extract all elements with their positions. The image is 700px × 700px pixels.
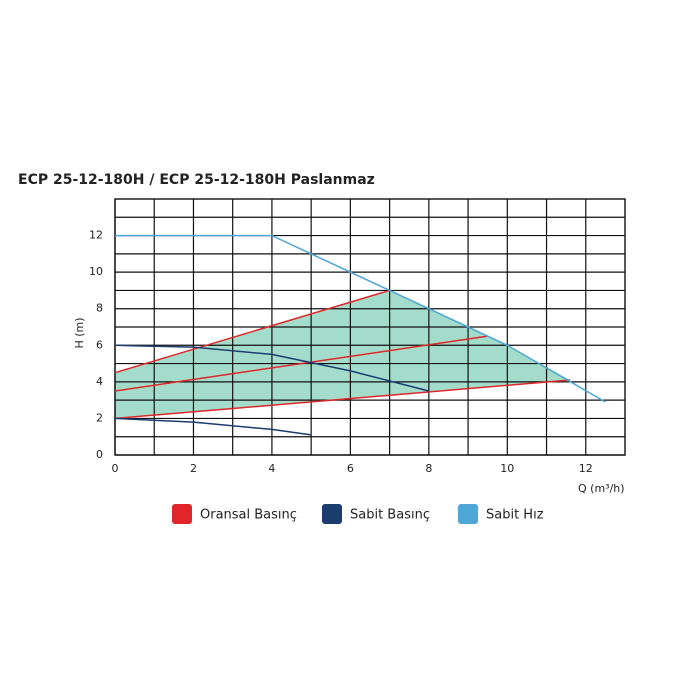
y-axis-label: H (m)	[73, 317, 86, 348]
legend-swatch	[172, 504, 192, 524]
x-tick-label: 4	[268, 462, 275, 475]
legend-label: Sabit Basınç	[350, 508, 430, 523]
x-tick-label: 12	[579, 462, 593, 475]
x-axis-label: Q (m³/h)	[578, 482, 625, 495]
legend-swatch	[458, 504, 478, 524]
x-tick-label: 2	[190, 462, 197, 475]
curve	[114, 344, 430, 392]
curve	[114, 289, 390, 374]
legend-label: Sabit Hız	[486, 508, 544, 523]
plot-frame	[114, 198, 626, 456]
chart-title: ECP 25-12-180H / ECP 25-12-180H Paslanma…	[18, 172, 375, 188]
y-tick-label: 2	[96, 411, 103, 424]
y-tick-label: 0	[96, 448, 103, 461]
legend-swatch	[322, 504, 342, 524]
x-tick-label: 8	[425, 462, 432, 475]
curve	[114, 379, 571, 420]
y-tick-label: 4	[96, 375, 103, 388]
y-tick-label: 8	[96, 302, 103, 315]
curve	[114, 417, 312, 436]
curve	[114, 335, 488, 392]
y-tick-label: 12	[89, 229, 103, 242]
legend-label: Oransal Basınç	[200, 508, 297, 523]
x-tick-label: 6	[347, 462, 354, 475]
x-tick-label: 0	[112, 462, 119, 475]
curve	[115, 234, 606, 403]
y-tick-label: 6	[96, 338, 103, 351]
operating-area	[115, 290, 571, 419]
x-tick-label: 10	[500, 462, 514, 475]
y-tick-label: 10	[89, 265, 103, 278]
